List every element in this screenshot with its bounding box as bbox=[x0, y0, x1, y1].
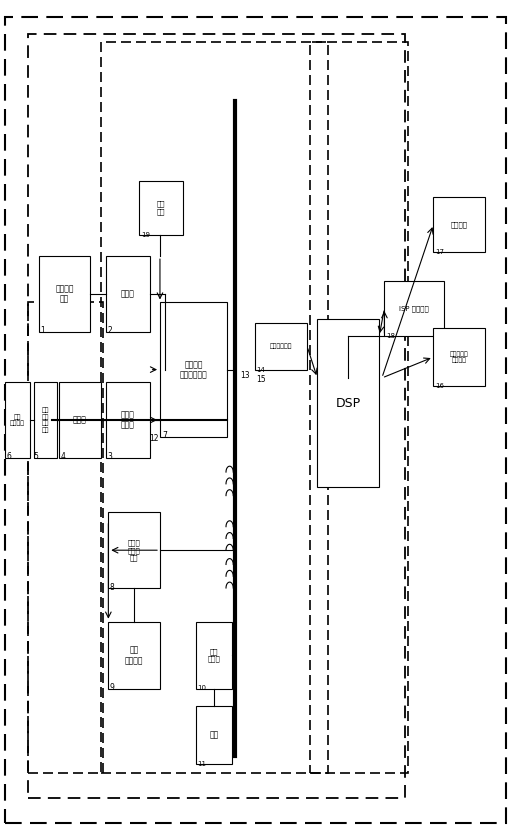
Text: 17: 17 bbox=[435, 249, 444, 255]
Text: 16: 16 bbox=[435, 383, 444, 389]
Text: 14: 14 bbox=[256, 367, 265, 373]
Text: 19: 19 bbox=[141, 232, 150, 238]
Bar bbox=[28, 34, 405, 798]
Text: 并网
控制器: 并网 控制器 bbox=[208, 648, 220, 662]
Bar bbox=[139, 181, 183, 235]
Bar bbox=[384, 281, 444, 336]
Text: 10: 10 bbox=[197, 685, 206, 691]
Text: 直流
负载
控制
开关: 直流 负载 控制 开关 bbox=[41, 407, 49, 433]
Text: 通讯模块: 通讯模块 bbox=[451, 222, 467, 228]
Text: 蓄电池: 蓄电池 bbox=[73, 416, 87, 424]
Bar bbox=[255, 323, 307, 370]
Bar bbox=[28, 302, 103, 773]
Text: 检测
模元: 检测 模元 bbox=[157, 201, 166, 215]
Text: 本地
交流负载: 本地 交流负载 bbox=[125, 645, 143, 665]
Text: 11: 11 bbox=[197, 761, 206, 767]
Text: 3: 3 bbox=[107, 453, 112, 461]
Text: 逆变整流
一体化转换器: 逆变整流 一体化转换器 bbox=[180, 360, 207, 380]
Text: 电网: 电网 bbox=[209, 731, 219, 739]
Text: 升压器: 升压器 bbox=[121, 290, 135, 298]
Text: 13: 13 bbox=[240, 371, 250, 380]
Text: 6: 6 bbox=[6, 453, 11, 461]
Bar bbox=[196, 622, 232, 689]
Bar bbox=[108, 512, 160, 588]
Text: 4: 4 bbox=[61, 453, 66, 461]
Bar bbox=[160, 302, 227, 437]
Text: 12: 12 bbox=[150, 434, 159, 443]
Text: 1: 1 bbox=[40, 327, 45, 335]
Bar bbox=[433, 328, 485, 386]
Bar bbox=[5, 382, 30, 458]
Text: 9: 9 bbox=[110, 684, 115, 692]
Text: 数据存储及
管理模块: 数据存储及 管理模块 bbox=[450, 351, 469, 363]
Text: 蓄电池
控制器: 蓄电池 控制器 bbox=[121, 410, 135, 430]
Bar bbox=[108, 622, 160, 689]
Text: 交流负
载控制
开关: 交流负 载控制 开关 bbox=[128, 539, 140, 561]
Text: 15: 15 bbox=[256, 375, 266, 384]
Text: 18: 18 bbox=[386, 333, 395, 339]
Bar bbox=[59, 382, 101, 458]
Bar bbox=[39, 256, 90, 332]
Bar bbox=[196, 706, 232, 764]
Text: 2: 2 bbox=[107, 327, 112, 335]
Text: 光伏电池
组群: 光伏电池 组群 bbox=[55, 284, 74, 304]
Bar bbox=[34, 382, 57, 458]
Bar bbox=[106, 382, 150, 458]
Bar bbox=[310, 42, 408, 773]
Bar bbox=[106, 256, 150, 332]
Text: 信号调制电路: 信号调制电路 bbox=[270, 344, 293, 349]
Text: DSP: DSP bbox=[336, 396, 361, 410]
Bar bbox=[101, 42, 328, 773]
Text: ISP 电路接线: ISP 电路接线 bbox=[399, 306, 429, 312]
Bar bbox=[317, 319, 379, 487]
Text: 8: 8 bbox=[110, 583, 115, 591]
Text: 本地
直流负载: 本地 直流负载 bbox=[10, 414, 25, 426]
Bar bbox=[433, 197, 485, 252]
Text: 5: 5 bbox=[34, 453, 38, 461]
Text: 7: 7 bbox=[163, 432, 167, 440]
